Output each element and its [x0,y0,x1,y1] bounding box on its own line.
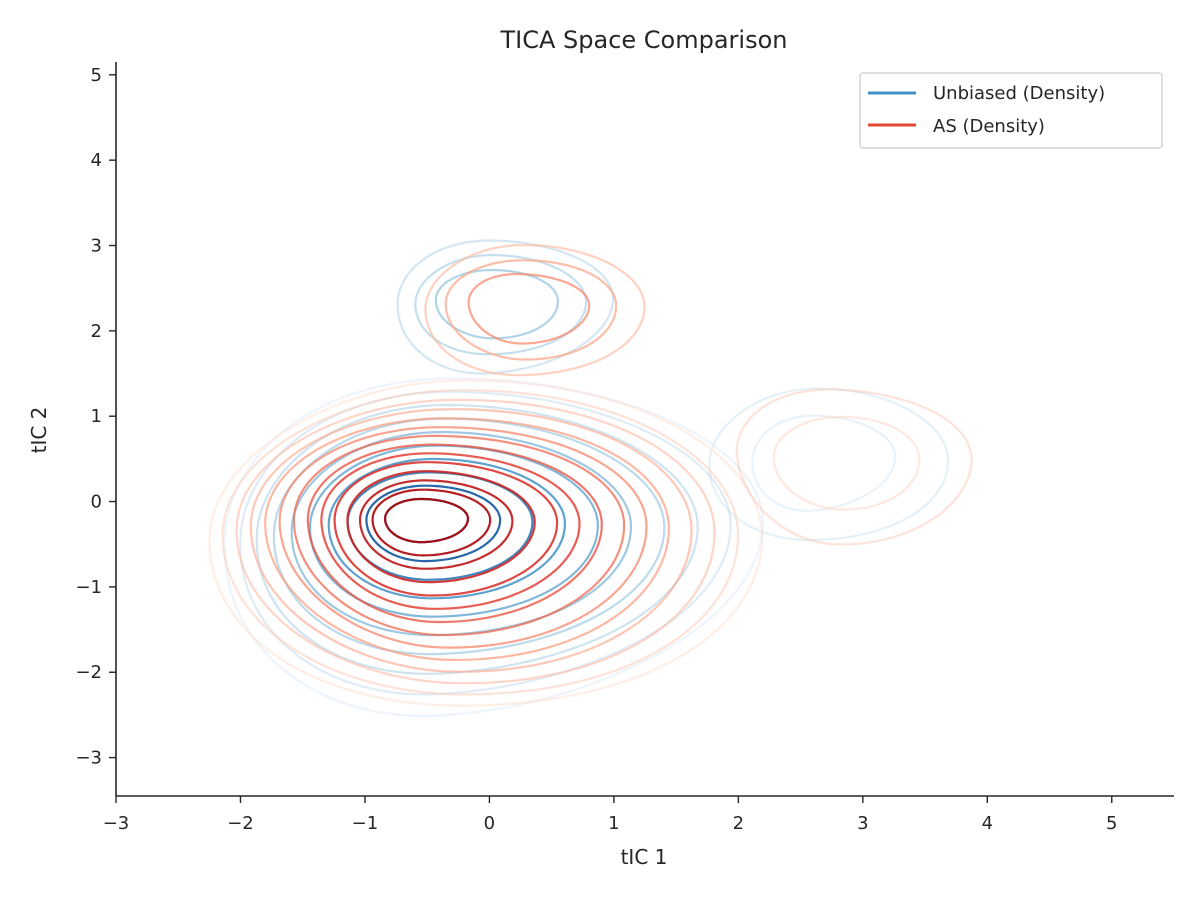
y-tick-label: 2 [91,321,102,342]
x-tick-label: −3 [103,813,130,834]
contour-line-as [333,461,559,597]
contour-line-unbiased [396,239,615,375]
contour-line-as [208,379,764,707]
x-tick-label: 1 [608,813,619,834]
y-tick-label: 3 [91,236,102,257]
y-axis-ticks: −3 −2 −1 0 1 2 3 4 5 [75,65,116,769]
contour-line-as [235,398,716,685]
x-axis-ticks: −3 −2 −1 0 1 2 3 4 5 [103,796,1117,834]
contour-line-as [306,443,603,624]
y-tick-label: 0 [91,492,102,513]
contour-layer [208,239,973,718]
contour-line-as [444,259,618,361]
legend-label-as: AS (Density) [933,116,1045,137]
contour-line-unbiased [272,417,666,656]
chart-title: TICA Space Comparison [499,26,787,54]
contour-line-as [292,434,626,637]
contour-line-unbiased [327,457,567,600]
legend-label-unbiased: Unbiased (Density) [933,83,1105,104]
x-tick-label: 4 [982,813,993,834]
contour-line-unbiased [255,403,699,675]
contour-line-as [371,488,492,557]
contour-line-as [735,388,973,546]
contour-line-as [424,244,646,377]
y-tick-label: −3 [75,748,102,769]
contour-line-unbiased [365,484,502,563]
contour-line-as [249,408,693,673]
y-tick-label: −2 [75,662,102,683]
legend-box [859,72,1163,149]
x-tick-label: −2 [227,813,254,834]
contour-line-as [221,389,740,696]
x-tick-label: −1 [352,813,379,834]
x-tick-label: 5 [1106,813,1117,834]
x-tick-label: 3 [857,813,868,834]
contour-line-as [383,497,470,544]
y-tick-label: 5 [91,65,102,86]
legend: Unbiased (Density) AS (Density) [859,72,1163,149]
contour-line-as [278,426,648,649]
contour-line-as [772,415,921,511]
contour-line-as [467,272,591,345]
y-axis-title: tIC 2 [27,407,51,454]
contour-line-unbiased [290,431,633,637]
x-tick-label: 0 [484,813,495,834]
y-tick-label: 4 [91,150,102,171]
x-axis-title: tIC 1 [621,845,668,869]
contour-line-as [264,417,671,662]
y-tick-label: −1 [75,577,102,598]
contour-line-as [320,452,581,610]
x-tick-label: 2 [733,813,744,834]
contour-line-as [346,470,536,584]
y-tick-label: 1 [91,406,102,427]
contour-line-as [359,479,514,570]
contour-line-unbiased [751,414,897,512]
contour-line-unbiased [708,387,950,542]
